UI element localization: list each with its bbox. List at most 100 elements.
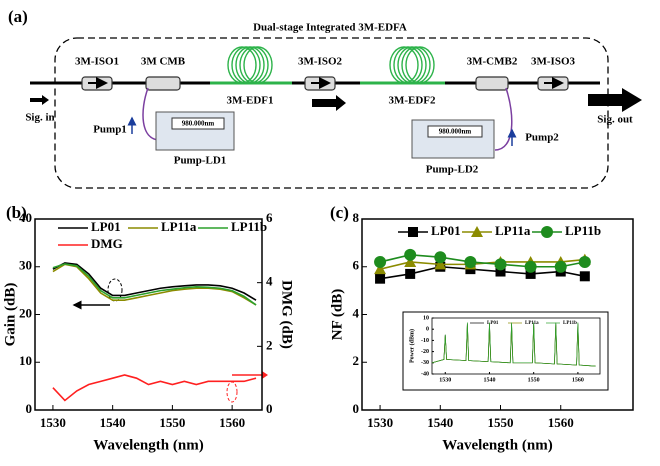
- annotations: [72, 278, 609, 403]
- y2-tick-label: 0: [266, 401, 273, 416]
- x-tick-label: 1560: [572, 377, 584, 383]
- laser-display: [427, 125, 483, 138]
- callout: [226, 381, 238, 403]
- marker: [375, 273, 386, 284]
- marker: [471, 226, 483, 237]
- x-tick-label: 1530: [40, 415, 66, 430]
- port-label: Sig. in: [25, 112, 54, 124]
- series-line: [379, 265, 585, 280]
- signal-arrow: [312, 95, 346, 111]
- series-line: [52, 262, 257, 301]
- legend-label: LP01: [487, 321, 499, 326]
- x-axis-title: Wavelength (nm): [93, 437, 203, 453]
- inset-frame: [402, 311, 609, 391]
- marker: [554, 260, 567, 273]
- component-label: 3M CMB: [141, 56, 186, 68]
- y-tick-label: 2: [353, 353, 360, 368]
- x-tick-label: 1530: [439, 377, 451, 383]
- panel-label: (a): [8, 7, 28, 26]
- y-tick-label: 6: [353, 258, 360, 273]
- marker: [464, 255, 477, 268]
- legend-label: DMG: [91, 236, 123, 251]
- marker: [404, 255, 417, 267]
- marker: [374, 263, 387, 275]
- panel-label: (c): [330, 203, 349, 222]
- signal-arrow: [588, 88, 642, 112]
- combiner: [145, 76, 181, 91]
- legend-label: LP11a: [161, 219, 197, 234]
- component-label: 3M-ISO1: [75, 56, 119, 68]
- pump-label: Pump2: [525, 132, 559, 144]
- x-axis-title: Wavelength (nm): [442, 437, 552, 453]
- legend-label: LP11a: [495, 223, 531, 238]
- amplifier-boundary: [54, 37, 609, 189]
- legend-label: LP01: [431, 223, 461, 238]
- y-tick-label: -40: [421, 371, 429, 377]
- y2-tick-label: 2: [266, 337, 273, 352]
- marker: [495, 266, 506, 277]
- display-text: 980.000nm: [182, 120, 215, 128]
- marker: [374, 255, 387, 268]
- component-label: 3M-EDF1: [226, 95, 273, 107]
- y-tick-label: 0: [26, 401, 33, 416]
- component-label: 3M-CMB2: [467, 56, 518, 68]
- y-tick-label: -10: [421, 338, 429, 344]
- x-tick-label: 1550: [528, 377, 540, 383]
- component-label: Pump-LD1: [174, 155, 227, 167]
- marker: [525, 268, 536, 279]
- marker: [434, 251, 447, 264]
- y-tick-label: 0: [426, 327, 429, 333]
- pump-label: Pump1: [93, 124, 127, 136]
- marker: [578, 255, 591, 268]
- y2-tick-label: 4: [266, 274, 273, 289]
- x-tick-label: 1530: [367, 415, 393, 430]
- chart: 0 2 4 6 8 1530 1540 1550 1560 (c) Wavelength (nm) N…: [329, 203, 634, 453]
- legend-label: LP11b: [231, 219, 267, 234]
- x-tick-label: 1560: [548, 415, 574, 430]
- y-tick-label: -30: [421, 360, 429, 366]
- y2-axis-title: DMG (dB): [279, 280, 295, 349]
- marker: [494, 258, 507, 271]
- legend-label: LP11a: [525, 321, 539, 326]
- y-tick-label: 20: [19, 305, 32, 320]
- pump-fiber: [494, 87, 513, 151]
- x-tick-label: 1550: [488, 415, 514, 430]
- component-label: 3M-EDF2: [388, 95, 436, 107]
- marker: [434, 258, 447, 270]
- laser-display: [171, 117, 225, 130]
- component-label: Pump-LD2: [426, 164, 479, 176]
- y-tick-label: 40: [19, 210, 32, 225]
- chart: 0 10 20 30 40 0 2 4 6 1530 1540 1550 1560 (b) Waveleng…: [2, 203, 294, 454]
- y-tick-label: 4: [353, 305, 360, 320]
- legend-label: LP01: [91, 219, 121, 234]
- y-axis-title: NF (dB): [329, 289, 345, 341]
- marker: [405, 268, 416, 279]
- plot-frame: [431, 317, 601, 375]
- y-axis-title: Power (dBm): [408, 329, 415, 363]
- x-tick-label: 1560: [219, 415, 245, 430]
- y-axis-title: Gain (dB): [2, 283, 18, 347]
- x-tick-label: 1540: [427, 415, 453, 430]
- series-line: [52, 374, 257, 402]
- signal-arrow: [30, 95, 49, 105]
- marker: [404, 248, 417, 261]
- callout: [107, 278, 123, 302]
- diagram: (a) Dual-stage Integrated 3M-EDFA 3M-ISO…: [8, 7, 642, 189]
- x-tick-label: 1550: [159, 415, 185, 430]
- pump-fiber: [142, 87, 161, 141]
- axis-arrow-head: [262, 371, 268, 379]
- chart: -40 -30 -20 -10 0 10 1530 1540 1550 1560 Power (dB…: [408, 315, 601, 383]
- coil: [389, 46, 435, 84]
- y-tick-label: -20: [421, 349, 429, 355]
- series-line: [431, 322, 596, 367]
- display-text: 980.000nm: [439, 128, 472, 136]
- series-line: [52, 263, 257, 306]
- marker: [579, 271, 590, 282]
- y-tick-label: 0: [353, 401, 360, 416]
- x-tick-label: 1540: [483, 377, 495, 383]
- combiner: [475, 76, 509, 91]
- diagram-title: Dual-stage Integrated 3M-EDFA: [253, 22, 407, 34]
- y-tick-label: 10: [19, 353, 32, 368]
